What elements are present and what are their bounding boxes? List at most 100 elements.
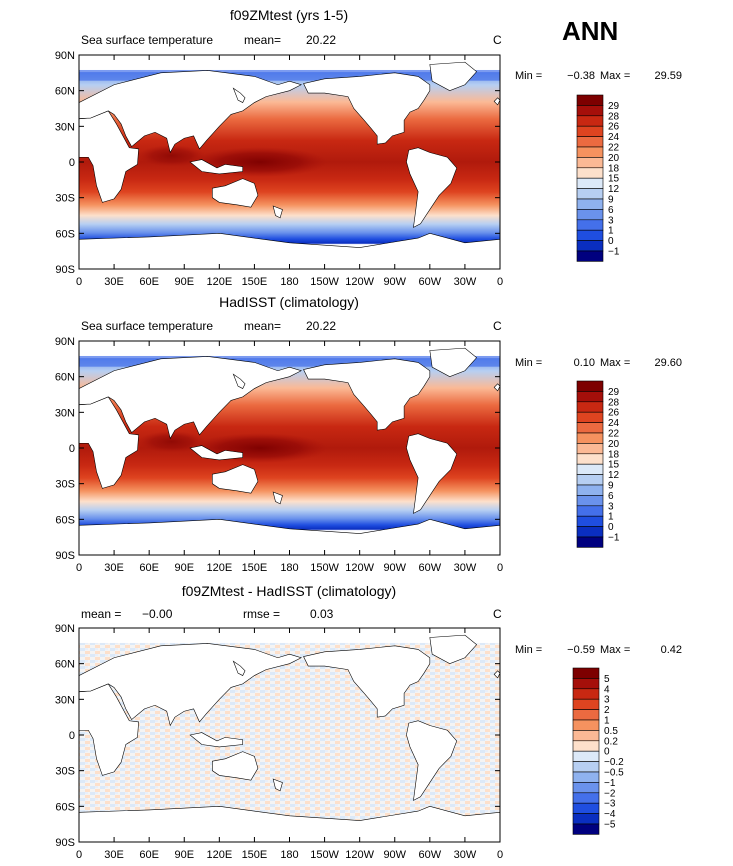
colorbar-label: 29 [608, 101, 620, 112]
colorbar-box [576, 105, 604, 117]
x-tick-label: 120E [206, 562, 232, 574]
x-tick-label: 150E [242, 562, 268, 574]
x-tick-label: 60W [419, 276, 442, 288]
colorbar-label: 18 [608, 449, 620, 460]
mean-value: −0.00 [142, 607, 173, 621]
colorbar-box [576, 505, 604, 517]
colorbar-label: 22 [608, 429, 620, 440]
colorbar-label: 6 [608, 205, 614, 216]
colorbar-label: 18 [608, 163, 620, 174]
colorbar-label: 2 [604, 705, 610, 716]
x-tick-label: 60E [139, 276, 159, 288]
colorbar-label: 1 [608, 512, 614, 523]
colorbar-box [576, 209, 604, 221]
y-tick-label: 30S [55, 479, 75, 491]
y-tick-label: 0 [69, 443, 75, 455]
x-tick-label: 30E [104, 849, 124, 861]
x-tick-label: 90W [383, 562, 406, 574]
colorbar-box [576, 484, 604, 496]
season-label: ANN [562, 16, 618, 46]
x-tick-label: 0 [497, 562, 503, 574]
x-tick-label: 30W [454, 562, 477, 574]
colorbar-label: 5 [604, 674, 610, 685]
x-tick-label: 60E [139, 849, 159, 861]
colorbar-label: 26 [608, 122, 620, 133]
x-tick-label: 120E [206, 849, 232, 861]
colorbar-box [572, 782, 600, 794]
variable-label: Sea surface temperature [81, 319, 213, 333]
colorbar-box [576, 453, 604, 465]
y-tick-label: 30S [55, 193, 75, 205]
min-value: −0.59 [567, 644, 595, 656]
x-tick-label: 120E [206, 276, 232, 288]
colorbar-box [576, 411, 604, 423]
colorbar-box [576, 495, 604, 507]
colorbar-label: −1 [604, 778, 616, 789]
colorbar-box [576, 422, 604, 434]
rmse-label: rmse = [243, 607, 280, 621]
colorbar-box [572, 750, 600, 762]
colorbar-box [572, 740, 600, 752]
x-tick-label: 120W [345, 562, 374, 574]
colorbar-label: 0 [608, 236, 614, 247]
x-tick-label: 90E [174, 276, 194, 288]
colorbar-label: 22 [608, 143, 620, 154]
x-tick-label: 60E [139, 562, 159, 574]
colorbar-box [572, 823, 600, 835]
y-tick-label: 60N [55, 372, 75, 384]
y-tick-label: 90N [55, 336, 75, 348]
panel-1: f09ZMtest (yrs 1-5) Sea surface temperatu… [55, 7, 682, 288]
colorbar-box [576, 391, 604, 403]
colorbar-label: 15 [608, 460, 620, 471]
colorbar-box [576, 536, 604, 548]
colorbar-label: 28 [608, 111, 620, 122]
min-value: 0.10 [574, 357, 595, 369]
colorbar-label: 24 [608, 418, 620, 429]
map-field [79, 341, 500, 555]
colorbar-box [572, 813, 600, 825]
x-tick-label: 180 [280, 849, 298, 861]
colorbar-label: 12 [608, 470, 620, 481]
colorbar-box [576, 94, 604, 106]
colorbar-box [572, 802, 600, 814]
colorbar-label: 1 [604, 716, 610, 727]
colorbar-box [572, 698, 600, 710]
colorbar-box [576, 380, 604, 392]
y-tick-label: 90S [55, 264, 75, 276]
colorbar-box [576, 198, 604, 210]
colorbar-box [576, 188, 604, 200]
mean-value: 20.22 [306, 319, 336, 333]
colorbar-label: 1 [608, 226, 614, 237]
colorbar-box [572, 719, 600, 731]
colorbar-box [576, 443, 604, 455]
y-tick-label: 0 [69, 730, 75, 742]
indian-ocean-max [137, 430, 206, 453]
colorbar-box [576, 125, 604, 137]
x-tick-label: 0 [76, 849, 82, 861]
colorbar-box [576, 229, 604, 241]
x-tick-label: 90E [174, 849, 194, 861]
x-tick-label: 30W [454, 276, 477, 288]
x-tick-label: 60W [419, 849, 442, 861]
colorbar-label: 0 [608, 522, 614, 533]
colorbar-label: −5 [604, 820, 616, 831]
x-tick-label: 0 [76, 276, 82, 288]
min-label: Min = [515, 70, 542, 82]
colorbar-box [576, 115, 604, 127]
max-label: Max = [600, 357, 630, 369]
colorbar-label: 0.5 [604, 726, 618, 737]
colorbar-box [576, 177, 604, 189]
units-label: C [493, 607, 502, 621]
colorbar-label: 9 [608, 195, 614, 206]
colorbar-label: 20 [608, 153, 620, 164]
colorbar-label: 3 [608, 501, 614, 512]
max-value: 29.59 [654, 70, 682, 82]
panel-title: HadISST (climatology) [219, 294, 359, 310]
y-tick-label: 30S [55, 766, 75, 778]
colorbar-box [576, 167, 604, 179]
units-label: C [493, 33, 502, 47]
x-tick-label: 0 [497, 849, 503, 861]
mean-label: mean = [81, 607, 121, 621]
x-tick-label: 150E [242, 849, 268, 861]
